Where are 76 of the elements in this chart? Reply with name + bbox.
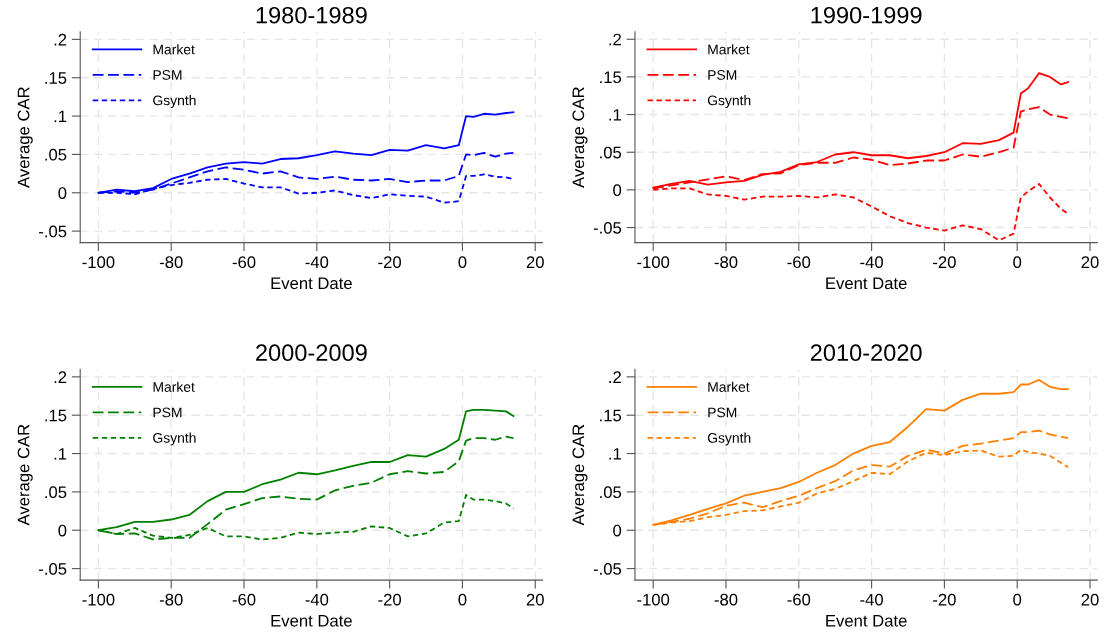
- y-tick-label: .15: [45, 409, 67, 422]
- x-tick-label: 20: [526, 256, 544, 269]
- y-tick-label: .05: [600, 146, 622, 159]
- legend-label: PSM: [153, 70, 182, 80]
- y-tick-label: .2: [609, 33, 621, 46]
- y-axis-title: Average CAR: [572, 424, 588, 526]
- x-tick-label: 0: [458, 256, 467, 269]
- x-axis-title: Event Date: [271, 277, 352, 290]
- chart-title: 1980-1989: [256, 6, 367, 24]
- x-tick-label: -20: [378, 593, 402, 606]
- x-tick-label: -60: [787, 256, 811, 269]
- x-tick-label: 0: [1013, 593, 1022, 606]
- legend-label: Gsynth: [153, 432, 196, 446]
- x-tick-label: 0: [458, 593, 467, 606]
- x-tick-label: -100: [82, 256, 115, 269]
- x-axis-title: Event Date: [826, 615, 907, 627]
- x-tick-label: -100: [637, 593, 670, 606]
- y-tick-label: -.05: [39, 563, 67, 575]
- legend-label: Market: [708, 381, 750, 392]
- y-tick-label: 0: [58, 187, 67, 199]
- x-tick-label: -20: [378, 256, 402, 269]
- chart-title: 1990-1999: [811, 6, 922, 24]
- x-tick-label: -100: [637, 256, 670, 269]
- x-tick-label: 20: [1081, 256, 1099, 269]
- legend-label: Market: [153, 381, 195, 392]
- y-tick-label: 0: [613, 524, 622, 537]
- legend-label: Market: [153, 44, 195, 55]
- y-tick-label: .05: [45, 486, 67, 499]
- y-tick-label: .15: [600, 71, 622, 84]
- y-axis-title: Average CAR: [572, 87, 588, 188]
- y-tick-label: .2: [54, 33, 67, 46]
- y-tick-label: .05: [45, 148, 67, 161]
- x-tick-label: -40: [305, 256, 329, 269]
- y-tick-label: -.05: [593, 221, 622, 234]
- legend-label: Gsynth: [707, 432, 751, 446]
- x-tick-label: -100: [82, 593, 115, 606]
- legend-label: PSM: [153, 407, 182, 418]
- y-tick-label: .05: [600, 486, 622, 499]
- y-tick-label: .1: [609, 448, 621, 460]
- y-tick-label: .1: [609, 109, 621, 121]
- x-tick-label: -60: [232, 256, 256, 269]
- x-tick-label: -20: [933, 256, 956, 269]
- x-tick-label: 20: [526, 593, 544, 606]
- x-tick-label: -40: [860, 593, 883, 606]
- chart-title: 2000-2009: [256, 344, 367, 362]
- y-tick-label: .1: [54, 110, 67, 123]
- x-tick-label: -80: [159, 256, 183, 269]
- chart-title: 2010-2020: [810, 344, 922, 362]
- x-tick-label: -20: [933, 593, 956, 606]
- y-tick-label: .2: [609, 371, 621, 383]
- x-axis-title: Event Date: [826, 277, 907, 290]
- x-tick-label: -60: [232, 593, 256, 606]
- x-tick-label: 20: [1081, 593, 1099, 606]
- x-axis-title: Event Date: [271, 615, 352, 627]
- y-tick-label: .15: [600, 409, 622, 422]
- legend-label: PSM: [708, 70, 737, 80]
- legend-label: PSM: [708, 407, 737, 418]
- x-tick-label: -80: [714, 593, 738, 606]
- x-tick-label: -40: [305, 593, 329, 606]
- x-tick-label: -80: [714, 256, 738, 269]
- y-tick-label: 0: [613, 184, 622, 197]
- legend-label: Gsynth: [153, 95, 196, 109]
- legend-label: Market: [708, 44, 750, 55]
- y-tick-label: 0: [58, 524, 67, 537]
- x-tick-label: -60: [787, 593, 811, 606]
- x-tick-label: 0: [1013, 256, 1022, 269]
- legend-label: Gsynth: [707, 95, 751, 109]
- y-axis-title: Average CAR: [17, 87, 33, 188]
- y-axis-title: Average CAR: [17, 424, 33, 526]
- y-tick-label: .2: [54, 371, 67, 383]
- x-tick-label: -80: [159, 593, 183, 606]
- y-tick-label: .15: [45, 72, 67, 84]
- y-tick-label: -.05: [593, 563, 622, 575]
- y-tick-label: -.05: [39, 225, 67, 238]
- x-tick-label: -40: [860, 256, 883, 269]
- y-tick-label: .1: [54, 448, 67, 460]
